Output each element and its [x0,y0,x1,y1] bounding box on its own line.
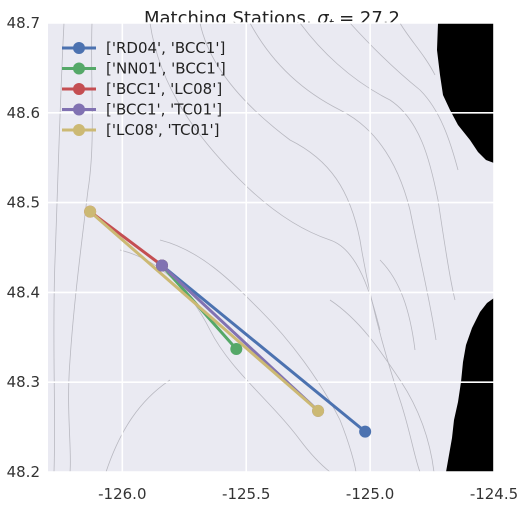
y-tick-label: 48.6 [7,104,40,122]
legend-label: ['BCC1', 'TC01'] [106,101,222,119]
legend-marker [73,83,85,95]
station-marker [312,405,324,417]
station-marker [84,206,96,218]
legend-label: ['RD04', 'BCC1'] [106,39,225,57]
station-marker [359,426,371,438]
y-tick-label: 48.4 [7,283,40,301]
x-tick-label: -125.5 [222,485,270,503]
legend-marker [73,42,85,54]
y-tick-label: 48.7 [7,14,40,32]
x-tick-label: -126.0 [98,485,146,503]
y-tick-label: 48.2 [7,463,40,481]
legend-label: ['NN01', 'BCC1'] [106,60,226,78]
y-tick-label: 48.3 [7,373,40,391]
y-axis-ticks: 48.2 48.3 48.4 48.5 48.6 48.7 [7,14,40,481]
station-marker [230,343,242,355]
legend-label: ['BCC1', 'LC08'] [106,80,222,98]
y-tick-label: 48.5 [7,194,40,212]
station-marker [156,259,168,271]
x-axis-ticks: -126.0 -125.5 -125.0 -124.5 [98,485,518,503]
legend-marker [73,63,85,75]
legend-marker [73,104,85,116]
x-tick-label: -125.0 [346,485,394,503]
legend-label: ['LC08', 'TC01'] [106,121,220,139]
legend-marker [73,124,85,136]
x-tick-label: -124.5 [470,485,518,503]
